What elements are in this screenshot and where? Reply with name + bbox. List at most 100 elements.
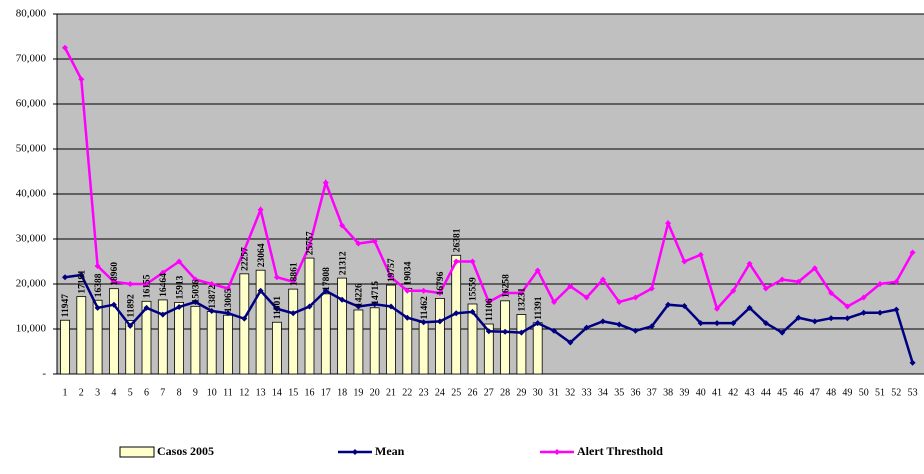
- x-tick-label: 48: [826, 387, 836, 398]
- marker: [730, 320, 737, 327]
- data-label: 14715: [371, 281, 381, 305]
- bar: [125, 320, 136, 375]
- legend-label: Casos 2005: [157, 444, 214, 458]
- bar: [483, 323, 494, 375]
- data-label: 16155: [143, 274, 153, 298]
- x-tick-label: 46: [794, 387, 804, 398]
- marker: [534, 320, 541, 327]
- bar: [239, 273, 250, 375]
- marker: [62, 44, 68, 51]
- x-tick-label: 37: [647, 387, 657, 398]
- marker: [795, 278, 802, 285]
- marker: [632, 327, 639, 334]
- marker: [811, 318, 818, 325]
- data-label: 25757: [306, 231, 316, 255]
- marker: [225, 285, 231, 292]
- marker: [795, 314, 802, 321]
- marker: [176, 258, 183, 265]
- marker: [551, 327, 557, 334]
- marker: [648, 285, 655, 292]
- marker: [192, 299, 199, 305]
- marker: [811, 265, 818, 272]
- marker: [844, 303, 851, 310]
- marker: [62, 274, 68, 281]
- marker: [192, 276, 199, 283]
- marker: [420, 287, 427, 294]
- x-tick-label: 7: [160, 387, 165, 398]
- bar: [402, 287, 413, 375]
- x-tick-label: 28: [500, 387, 510, 398]
- marker: [616, 321, 623, 328]
- data-label: 18960: [110, 262, 120, 286]
- marker: [159, 269, 166, 276]
- marker: [828, 290, 835, 296]
- marker: [436, 290, 443, 296]
- y-tick-label: 50,000: [16, 143, 47, 155]
- legend-swatch: [119, 446, 155, 458]
- bar: [337, 277, 347, 375]
- marker: [779, 276, 786, 283]
- bar: [92, 299, 103, 375]
- bar: [353, 309, 364, 375]
- y-tick-label: 40,000: [16, 188, 47, 200]
- x-tick-label: 3: [95, 387, 100, 398]
- x-tick-label: 45: [777, 387, 787, 398]
- data-label: 13065: [224, 288, 234, 312]
- marker: [355, 303, 362, 310]
- x-tick-label: 42: [728, 387, 738, 398]
- marker: [241, 247, 248, 254]
- data-label: 11462: [420, 296, 430, 319]
- marker: [697, 251, 704, 258]
- marker: [485, 299, 492, 305]
- data-label: 19034: [403, 261, 413, 285]
- y-tick-label: 60,000: [16, 98, 47, 110]
- data-label: 11947: [61, 294, 71, 317]
- x-tick-label: 10: [207, 387, 217, 398]
- marker: [436, 318, 443, 325]
- marker: [322, 287, 329, 294]
- marker: [518, 290, 525, 296]
- x-tick-label: 40: [696, 387, 706, 398]
- data-label: 13872: [208, 285, 218, 309]
- marker: [453, 258, 460, 265]
- data-label: 23064: [257, 243, 267, 267]
- marker: [208, 308, 215, 314]
- data-label: 22257: [240, 247, 250, 271]
- marker: [388, 303, 394, 310]
- x-tick-label: 31: [549, 387, 559, 398]
- x-tick-label: 43: [745, 387, 755, 398]
- x-tick-label: 6: [144, 387, 149, 398]
- x-tick-label: 32: [565, 387, 575, 398]
- marker: [339, 296, 346, 303]
- x-tick-label: 17: [321, 387, 331, 398]
- x-tick-label: 29: [516, 387, 526, 398]
- marker: [94, 263, 101, 269]
- marker: [762, 320, 769, 327]
- legend-marker: [352, 449, 358, 455]
- x-tick-label: 30: [533, 387, 543, 398]
- marker: [78, 76, 85, 83]
- bar: [157, 299, 168, 375]
- marker: [94, 304, 101, 311]
- marker: [632, 294, 639, 301]
- bar: [386, 284, 396, 375]
- bar: [255, 269, 266, 375]
- marker: [697, 320, 704, 327]
- x-tick-label: 18: [337, 387, 347, 398]
- x-tick-label: 11: [223, 387, 233, 398]
- marker: [257, 287, 264, 294]
- marker: [893, 306, 900, 313]
- marker: [469, 258, 476, 265]
- x-tick-label: 27: [484, 387, 494, 398]
- x-tick-label: 47: [810, 387, 820, 398]
- bar: [304, 257, 315, 375]
- x-tick-label: 23: [419, 387, 429, 398]
- bar: [500, 300, 510, 375]
- marker: [567, 283, 574, 290]
- marker: [567, 339, 574, 346]
- marker: [159, 311, 166, 318]
- y-tick-label: -: [42, 368, 46, 380]
- x-tick-label: 15: [288, 387, 298, 398]
- x-tick-label: 39: [679, 387, 689, 398]
